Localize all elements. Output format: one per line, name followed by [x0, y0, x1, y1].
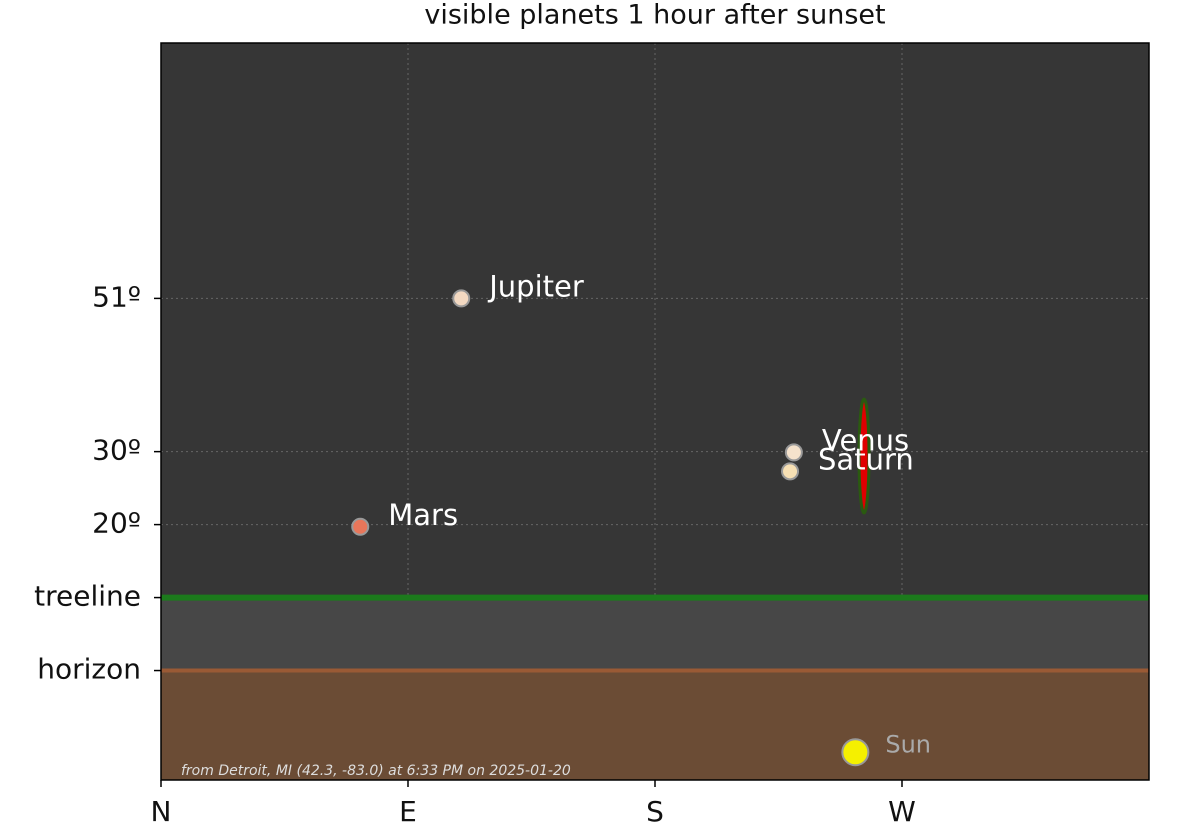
y-tick-label: treeline [34, 580, 141, 613]
point-label: Sun [885, 730, 931, 758]
point [841, 738, 870, 767]
annotation: from Detroit, MI (42.3, -83.0) at 6:33 P… [181, 763, 571, 779]
y-tick-label: 30º [92, 434, 141, 467]
point [351, 517, 370, 536]
y-tick-label: 51º [92, 280, 141, 313]
y-tick-label: 20º [92, 507, 141, 540]
x-tick-label: W [888, 795, 916, 828]
x-tick-label: E [399, 795, 417, 828]
point-label: Venus [822, 423, 909, 457]
point-label: Mars [388, 498, 458, 532]
x-tick-label: S [646, 795, 664, 828]
horizon-band [161, 597, 1149, 671]
point [781, 462, 800, 481]
point [452, 289, 471, 308]
x-tick-label: N [151, 795, 172, 828]
point-label: Saturn [818, 442, 914, 476]
chart-title: visible planets 1 hour after sunset [424, 0, 885, 31]
point [784, 443, 803, 462]
ground [161, 670, 1149, 780]
point-label: Jupiter [487, 269, 584, 303]
plot-frame [160, 42, 1150, 781]
crescent [857, 397, 871, 515]
y-tick-label: horizon [37, 653, 141, 686]
